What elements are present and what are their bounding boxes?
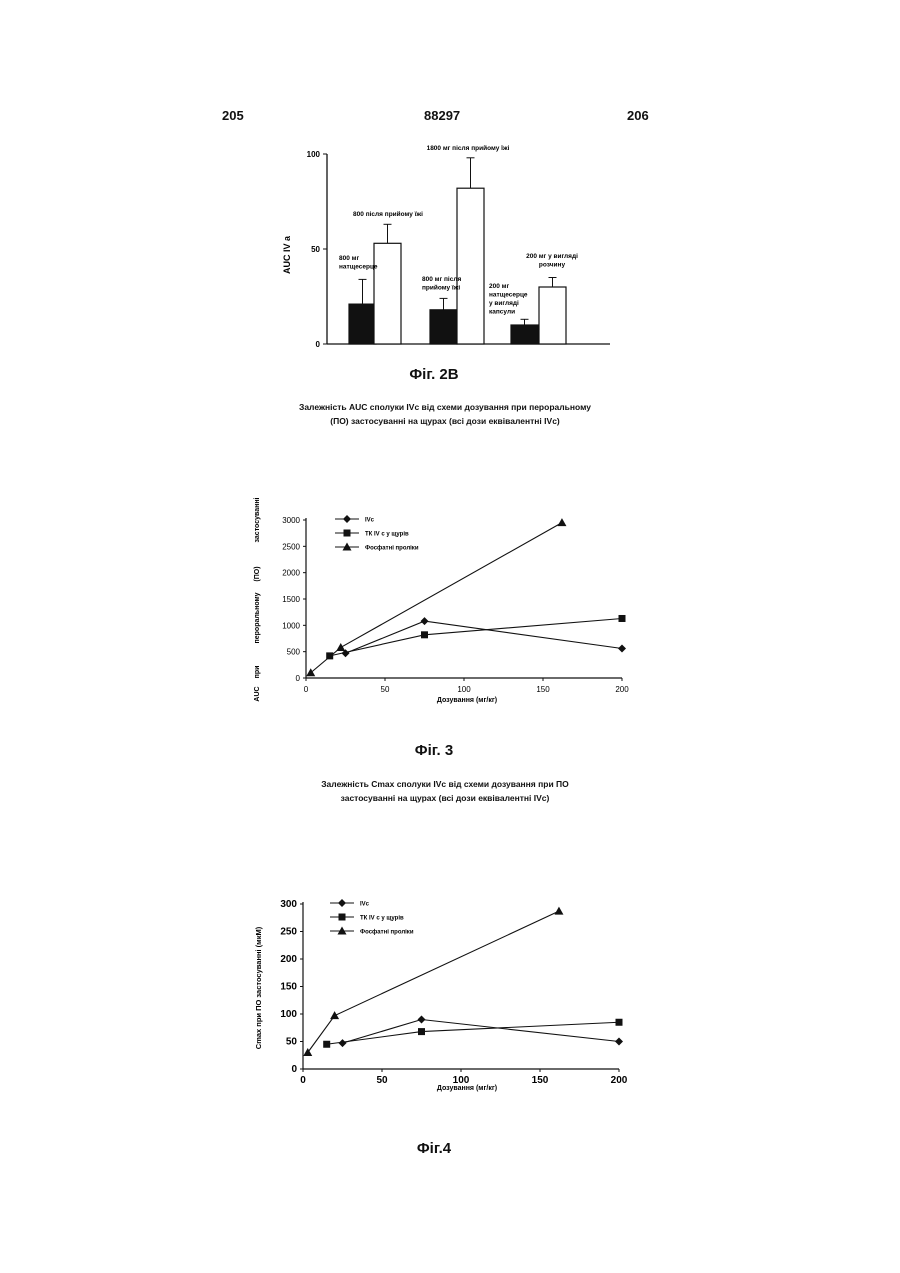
- fig2b-ytick-label: 100: [307, 150, 321, 159]
- fig4-ylabel: Cmax при ПО застосуванні (мкМ): [254, 926, 263, 1049]
- fig4-xtick-label: 150: [532, 1075, 549, 1086]
- fig2b-ytick-label: 0: [316, 340, 321, 349]
- fig4-ytick-label: 250: [280, 927, 297, 938]
- fig4-data-point: [330, 1011, 339, 1019]
- fig4-data-point: [616, 1019, 623, 1026]
- fig4-xtick-label: 50: [376, 1075, 388, 1086]
- fig3-ytick-label: 1500: [282, 595, 300, 604]
- fig4-line-chart: 050100150200250300050100150200Дозування …: [245, 890, 645, 1110]
- fig4-ytick-label: 150: [280, 982, 297, 993]
- fig3-ylabel-part: AUC: [254, 686, 261, 701]
- fig3-legend-label: IVc: [365, 518, 375, 524]
- fig2b-bar: [539, 287, 566, 344]
- fig4-xlabel: Дозування (мг/кг): [437, 1085, 497, 1092]
- page-number-left: 205: [222, 108, 244, 123]
- fig2b-ylabel: AUC IV a: [282, 235, 292, 274]
- fig3-legend-marker: [343, 515, 351, 523]
- fig4-legend-marker: [339, 914, 346, 921]
- fig3-ytick-label: 1000: [282, 621, 300, 630]
- fig2b-bar: [349, 304, 376, 344]
- fig3-ylabel-part: (ПО): [254, 566, 261, 581]
- fig2b-description: Залежність AUC сполуки IVc від схеми доз…: [225, 400, 665, 428]
- fig2b-annotation: у вигляді: [489, 299, 519, 307]
- fig2b-bar: [430, 310, 457, 344]
- fig3-data-point: [618, 645, 626, 653]
- fig3-description-line2: застосуванні на щурах (всі дози еквівале…: [225, 791, 665, 805]
- fig2b-description-line1: Залежність AUC сполуки IVc від схеми доз…: [225, 400, 665, 414]
- fig4-legend-label: ТК IV c у щурів: [360, 916, 404, 922]
- fig3-legend-label: ТК IV c у щурів: [365, 532, 409, 538]
- fig4-ytick-label: 50: [286, 1037, 298, 1048]
- fig3-xtick-label: 100: [457, 685, 471, 694]
- fig3-xtick-label: 0: [304, 685, 309, 694]
- fig4-xtick-label: 0: [300, 1075, 306, 1086]
- fig3-xlabel: Дозування (мг/кг): [437, 697, 497, 704]
- fig2b-annotation: 200 мг: [489, 283, 509, 290]
- fig4-legend-label: Фосфатні проліки: [360, 929, 414, 936]
- fig3-line-chart: 0 500 1000 1500 2000 2500 3000 0 50 100 150 200 Дозу…: [245, 490, 645, 710]
- fig2b-annotation: натщесерце: [339, 264, 378, 271]
- fig3-caption: Фіг. 3: [334, 742, 534, 759]
- fig3-data-point: [421, 617, 429, 625]
- fig2b-bar-chart: AUC IV a 0 50 100 800 мг натщесерце 800 після…: [270, 140, 620, 355]
- fig3-legend-label: Фосфатні проліки: [365, 545, 419, 552]
- fig2b-bar: [511, 325, 538, 344]
- fig3-xtick-label: 150: [536, 685, 550, 694]
- fig4-data-point: [554, 907, 563, 915]
- fig3-series-line: [346, 621, 623, 653]
- fig4-ytick-label: 100: [280, 1009, 297, 1020]
- fig3-description: Залежність Cmax сполуки IVc від схеми до…: [225, 777, 665, 805]
- fig3-ytick-label: 0: [296, 674, 301, 683]
- fig2b-caption: Фіг. 2В: [334, 366, 534, 383]
- fig3-ytick-label: 3000: [282, 516, 300, 525]
- fig3-xtick-label: 200: [615, 685, 629, 694]
- fig3-legend-marker: [344, 530, 351, 537]
- fig3-ytick-label: 500: [287, 648, 301, 657]
- fig4-legend-marker: [338, 899, 346, 907]
- fig2b-annotation: натщесерце: [489, 292, 528, 299]
- fig4-series-line: [343, 1020, 620, 1044]
- fig4-data-point: [418, 1016, 426, 1024]
- fig2b-annotation: розчину: [539, 262, 566, 269]
- fig4-data-point: [323, 1041, 330, 1048]
- fig3-data-point: [557, 518, 566, 526]
- fig2b-bar: [374, 243, 401, 344]
- fig4-data-point: [303, 1048, 312, 1056]
- fig4-data-point: [339, 1039, 347, 1047]
- fig2b-annotation: 800 мг після: [422, 275, 461, 283]
- fig3-ylabel-part: застосуванні: [253, 497, 261, 542]
- fig3-description-line1: Залежність Cmax сполуки IVc від схеми до…: [225, 777, 665, 791]
- fig4-data-point: [418, 1028, 425, 1035]
- patent-number: 88297: [424, 108, 460, 123]
- fig3-ytick-label: 2500: [282, 542, 300, 551]
- fig2b-annotation: 800 мг: [339, 255, 359, 262]
- fig2b-annotation: 1800 мг після прийому їжі: [427, 144, 510, 152]
- fig3-ytick-label: 2000: [282, 569, 300, 578]
- fig3-series-line: [330, 618, 622, 655]
- fig3-ylabel-part: при: [254, 666, 261, 679]
- fig2b-annotation: прийому їжі: [422, 284, 460, 292]
- fig3-data-point: [421, 631, 428, 638]
- fig4-ytick-label: 200: [280, 954, 297, 965]
- fig3-ylabel-part: пероральному: [254, 592, 261, 643]
- fig2b-description-line2: (ПО) застосуванні на щурах (всі дози екв…: [225, 414, 665, 428]
- page-number-right: 206: [627, 108, 649, 123]
- fig4-xtick-label: 200: [611, 1075, 628, 1086]
- fig2b-ytick-label: 50: [311, 245, 320, 254]
- fig3-data-point: [619, 615, 626, 622]
- fig4-ytick-label: 300: [280, 899, 297, 910]
- fig3-data-point: [336, 643, 345, 651]
- fig4-caption: Фіг.4: [334, 1140, 534, 1157]
- fig2b-bar: [457, 188, 484, 344]
- fig4-legend-label: IVc: [360, 902, 370, 908]
- fig2b-annotation: капсули: [489, 309, 515, 316]
- fig4-data-point: [615, 1038, 623, 1046]
- fig2b-annotation: 800 після прийому їжі: [353, 210, 423, 218]
- fig2b-annotation: 200 мг у вигляді: [526, 252, 578, 260]
- fig4-ytick-label: 0: [291, 1064, 297, 1075]
- fig3-xtick-label: 50: [381, 685, 390, 694]
